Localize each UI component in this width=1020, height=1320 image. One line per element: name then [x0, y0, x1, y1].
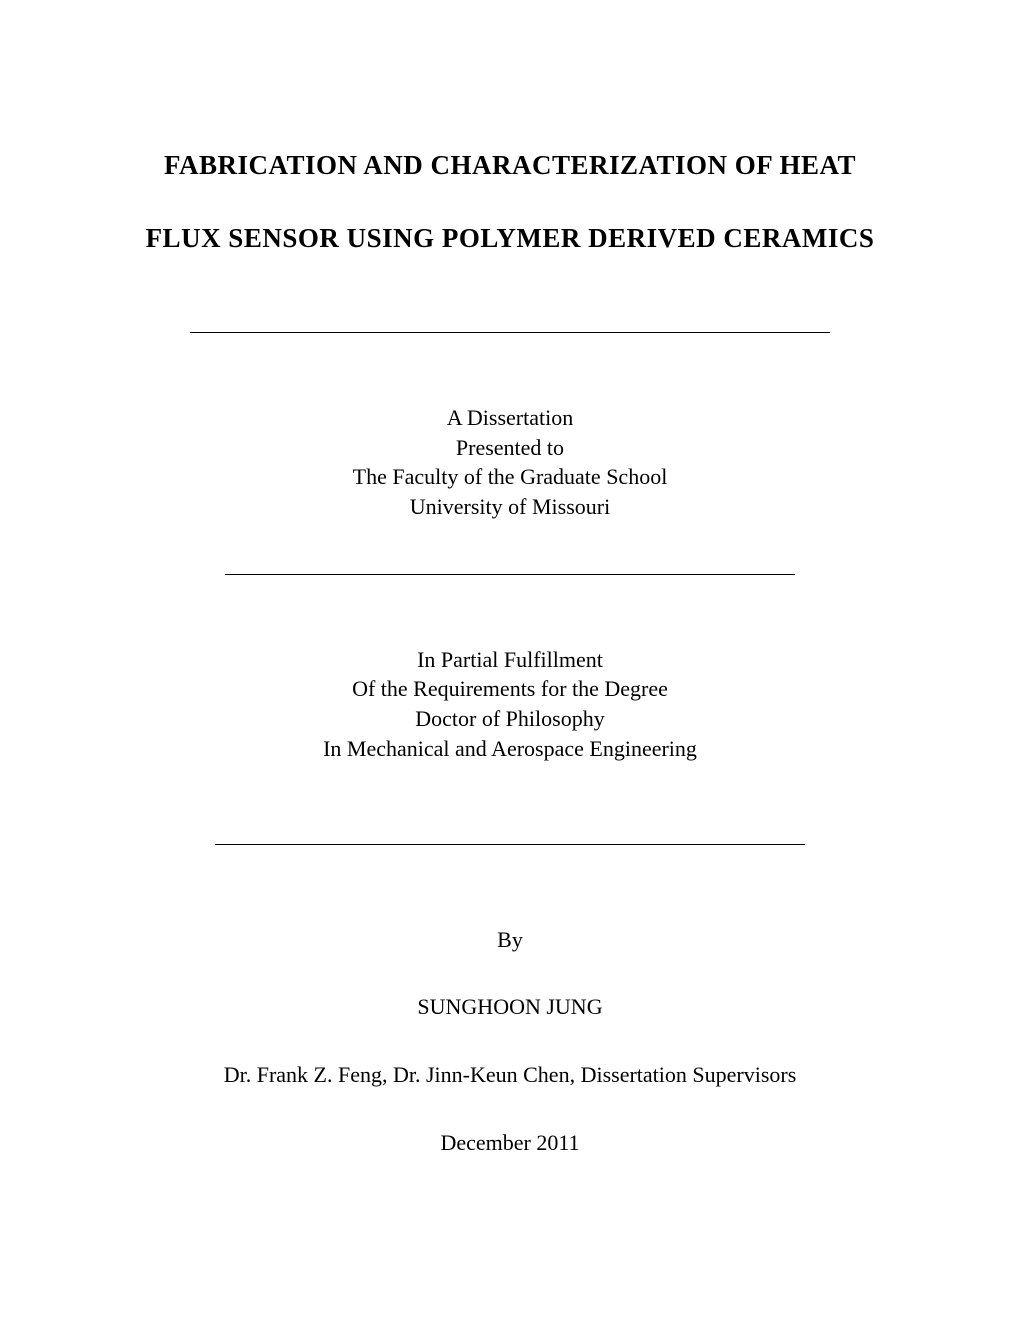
presentation-line-3: The Faculty of the Graduate School [353, 462, 668, 492]
fulfillment-line-1: In Partial Fulfillment [417, 645, 603, 675]
author-name: SUNGHOON JUNG [417, 992, 602, 1022]
supervisors-line: Dr. Frank Z. Feng, Dr. Jinn-Keun Chen, D… [224, 1060, 797, 1090]
presentation-line-4: University of Missouri [410, 492, 610, 522]
by-label: By [497, 925, 523, 955]
fulfillment-line-2: Of the Requirements for the Degree [352, 674, 668, 704]
date-line: December 2011 [440, 1128, 579, 1158]
fulfillment-line-4: In Mechanical and Aerospace Engineering [323, 734, 697, 764]
fulfillment-line-3: Doctor of Philosophy [415, 704, 604, 734]
fulfillment-block: In Partial Fulfillment Of the Requiremen… [323, 645, 697, 764]
presentation-block: A Dissertation Presented to The Faculty … [353, 403, 668, 522]
title-block: FABRICATION AND CHARACTERIZATION OF HEAT… [146, 150, 875, 254]
divider-3 [215, 844, 805, 845]
presentation-line-1: A Dissertation [447, 403, 574, 433]
presentation-line-2: Presented to [456, 433, 564, 463]
title-page: FABRICATION AND CHARACTERIZATION OF HEAT… [110, 150, 910, 1157]
divider-1 [190, 332, 830, 333]
divider-2 [225, 574, 795, 575]
byline-block: By SUNGHOON JUNG Dr. Frank Z. Feng, Dr. … [224, 925, 797, 1158]
title-line-2: FLUX SENSOR USING POLYMER DERIVED CERAMI… [146, 223, 875, 254]
title-line-1: FABRICATION AND CHARACTERIZATION OF HEAT [164, 150, 856, 181]
